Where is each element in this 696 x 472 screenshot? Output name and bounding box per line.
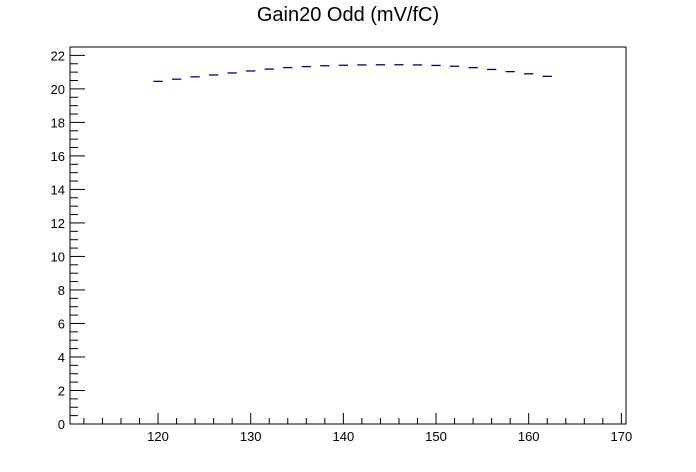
- x-tick-label: 130: [240, 429, 262, 444]
- x-tick-label: 150: [425, 429, 447, 444]
- x-axis: 120 130 140 150 160 170: [83, 413, 633, 444]
- x-tick-label: 170: [611, 429, 633, 444]
- y-tick-label: 10: [51, 249, 65, 264]
- y-tick-label: 4: [58, 350, 65, 365]
- y-tick-label: 8: [58, 283, 65, 298]
- x-tick-label: 120: [147, 429, 169, 444]
- chart-title: Gain20 Odd (mV/fC): [256, 4, 440, 26]
- y-tick-label: 22: [51, 48, 65, 63]
- y-tick-label: 0: [58, 417, 65, 432]
- data-series: [153, 64, 552, 82]
- y-tick-label: 18: [51, 115, 65, 130]
- y-tick-label: 6: [58, 316, 65, 331]
- y-tick-label: 14: [51, 182, 65, 197]
- y-axis: 0 2 4 6 8 10 12 14 16 18 20 22: [51, 46, 85, 432]
- y-tick-label: 2: [58, 383, 65, 398]
- x-tick-label: 160: [518, 429, 540, 444]
- plot-frame: [69, 46, 627, 425]
- x-tick-label: 140: [333, 429, 355, 444]
- y-tick-label: 20: [51, 82, 65, 97]
- y-tick-label: 12: [51, 216, 65, 231]
- y-tick-label: 16: [51, 149, 65, 164]
